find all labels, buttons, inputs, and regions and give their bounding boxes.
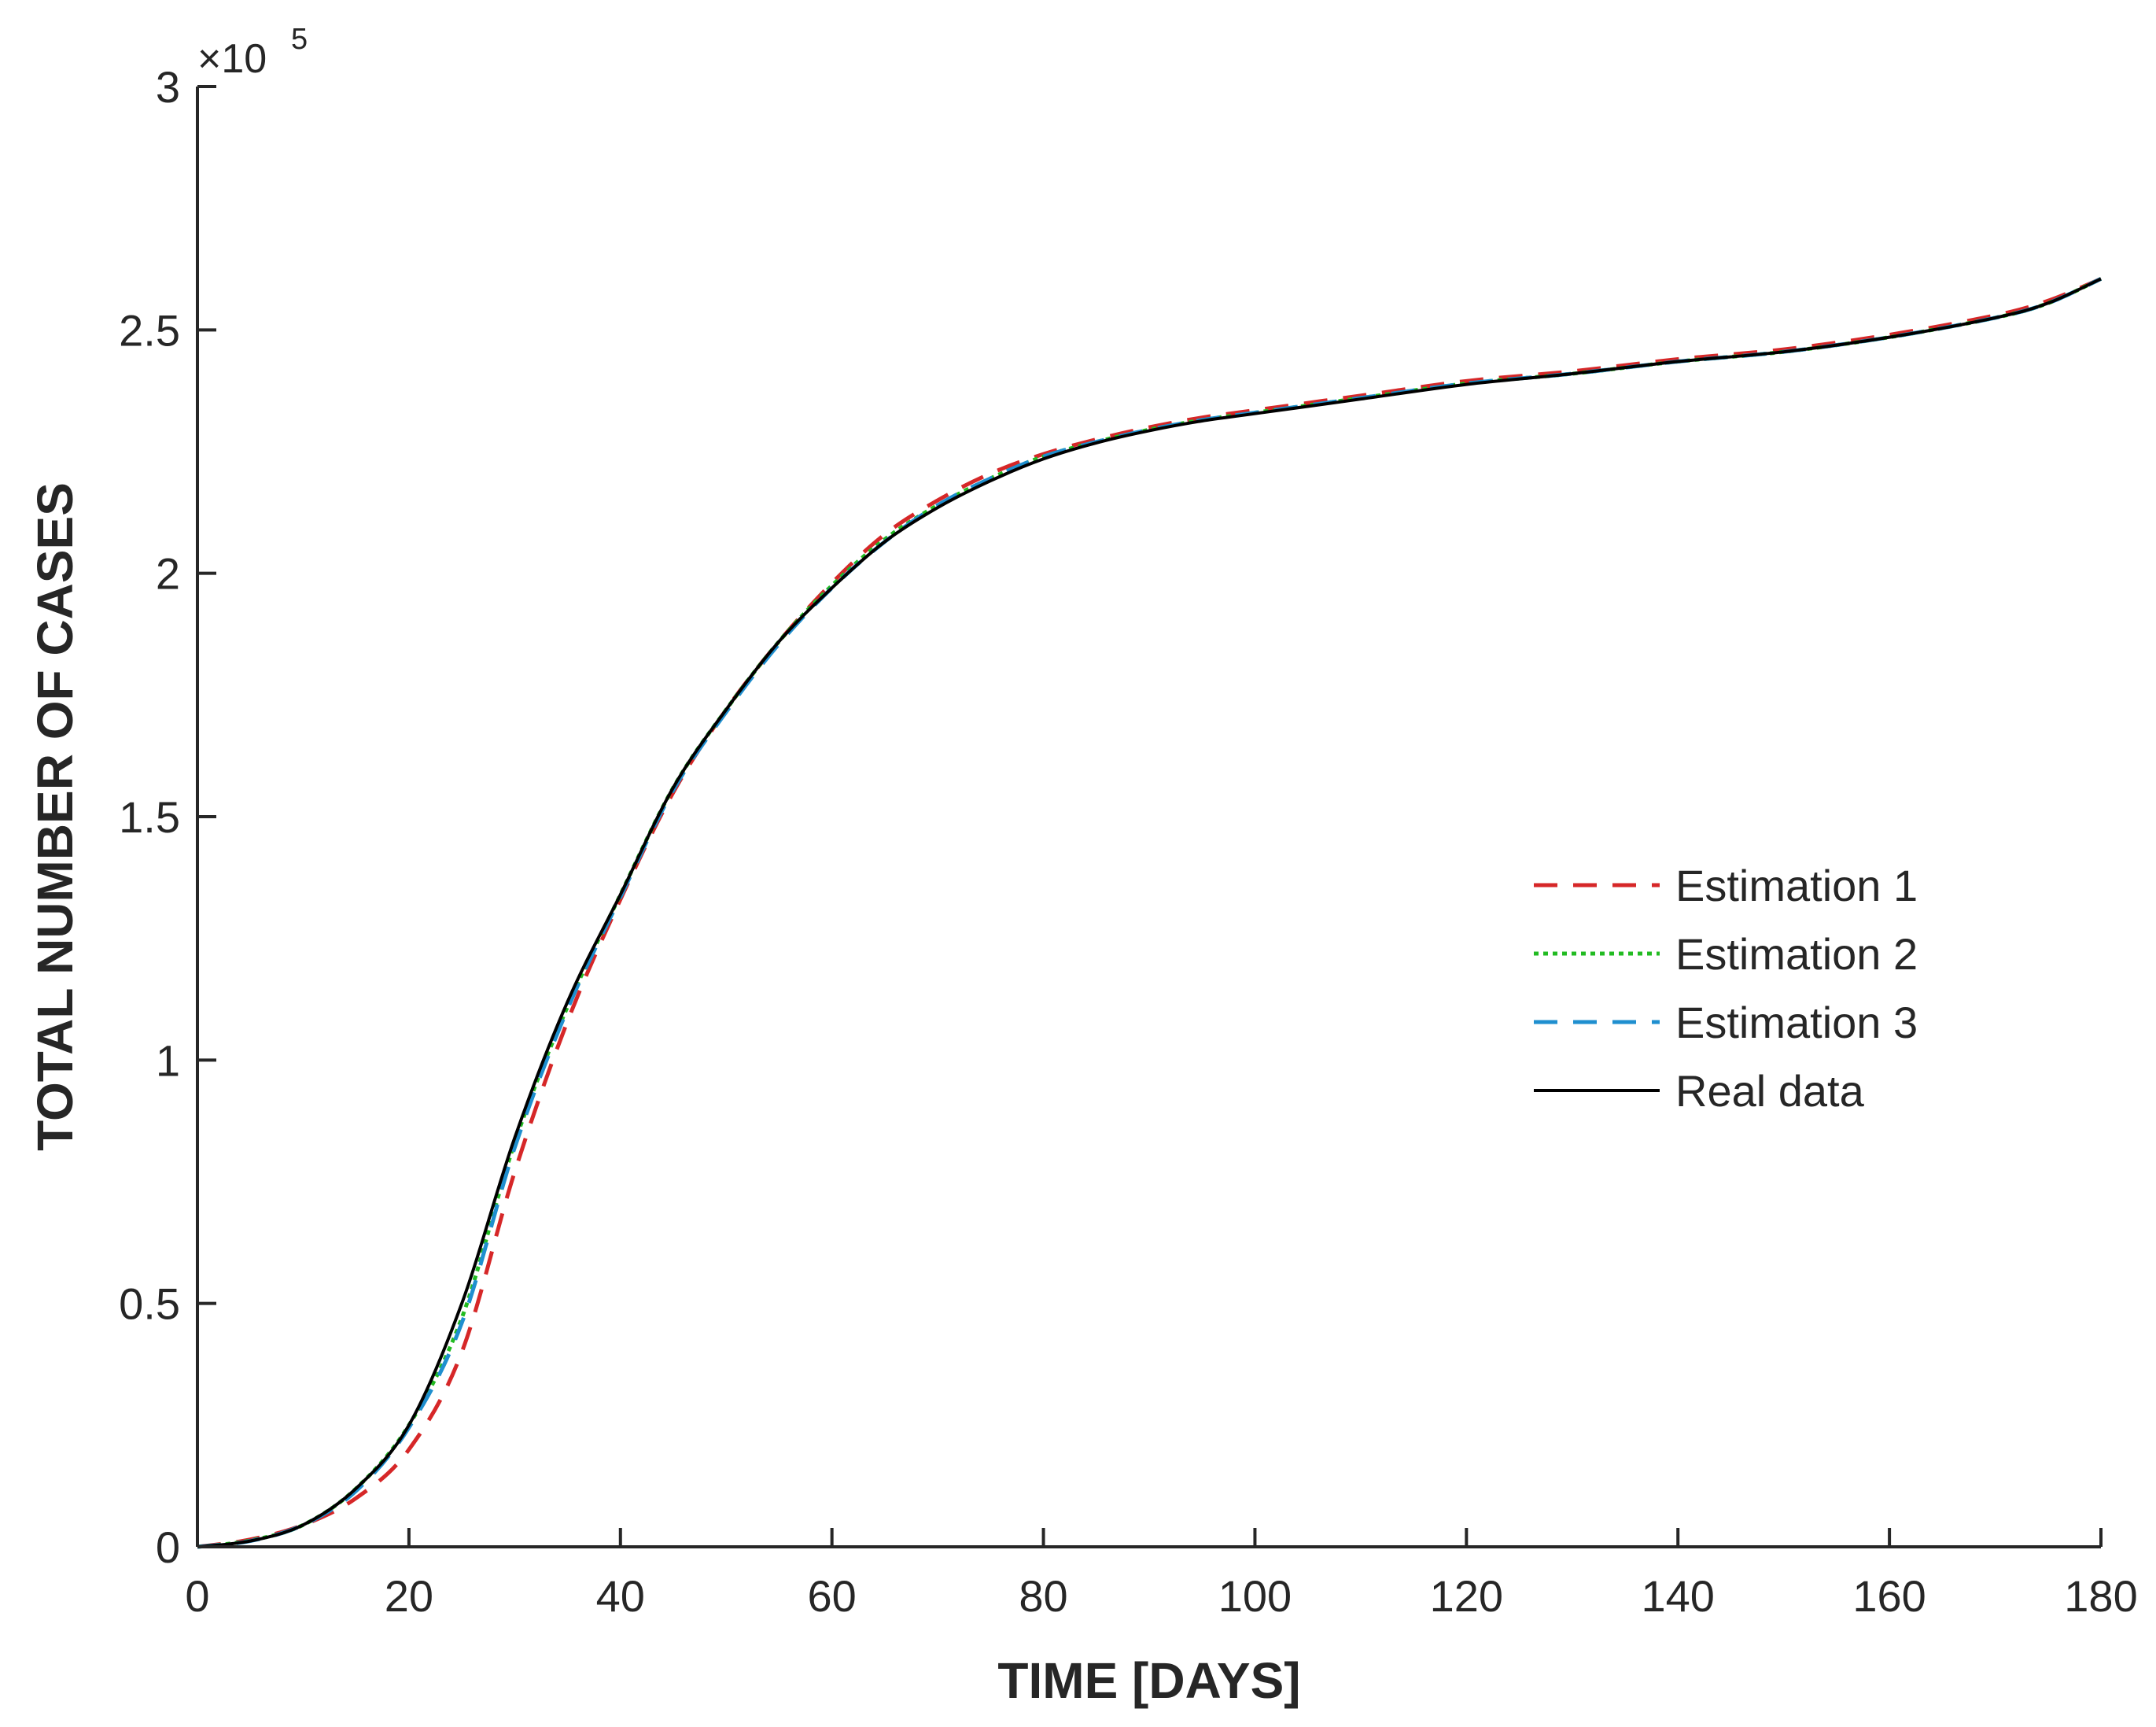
x-tick-label: 100 bbox=[1218, 1571, 1292, 1621]
legend: Estimation 1 Estimation 2 Estimation 3 Real… bbox=[1534, 861, 1918, 1116]
y-multiplier: ×10 5 bbox=[197, 23, 308, 82]
series-line-1 bbox=[197, 277, 2102, 1549]
plot-lines bbox=[197, 277, 2103, 1549]
series-line-4 bbox=[197, 277, 2102, 1548]
legend-label-1: Estimation 1 bbox=[1675, 861, 1918, 910]
x-tick-label: 180 bbox=[2064, 1571, 2137, 1621]
x-tick-label: 80 bbox=[1019, 1571, 1067, 1621]
x-tick-label: 0 bbox=[185, 1571, 209, 1621]
x-tick-label: 120 bbox=[1430, 1571, 1503, 1621]
x-tick-label: 160 bbox=[1852, 1571, 1926, 1621]
y-tick-label: 3 bbox=[156, 62, 180, 112]
x-axis-title: TIME [DAYS] bbox=[997, 1652, 1300, 1709]
x-tick-label: 20 bbox=[385, 1571, 433, 1621]
y-tick-label: 0.5 bbox=[119, 1279, 180, 1329]
legend-label-2: Estimation 2 bbox=[1675, 929, 1918, 979]
y-tick-label: 0 bbox=[156, 1522, 180, 1572]
legend-label-3: Estimation 3 bbox=[1675, 998, 1918, 1047]
legend-label-4: Real data bbox=[1675, 1066, 1865, 1116]
y-tick-label: 2 bbox=[156, 549, 180, 599]
y-multiplier-exponent: 5 bbox=[291, 23, 308, 56]
x-tick-label: 60 bbox=[808, 1571, 857, 1621]
y-tick-label: 1.5 bbox=[119, 792, 180, 842]
y-ticks: 0 0.5 1 1.5 2 2.5 3 bbox=[119, 62, 216, 1572]
y-axis-title: TOTAL NUMBER OF CASES bbox=[27, 482, 83, 1151]
y-tick-label: 2.5 bbox=[119, 305, 180, 355]
x-tick-label: 140 bbox=[1642, 1571, 1715, 1621]
y-tick-label: 1 bbox=[156, 1035, 180, 1085]
x-tick-label: 40 bbox=[596, 1571, 645, 1621]
y-multiplier-base: ×10 bbox=[197, 36, 267, 82]
x-ticks: 0 20 40 60 80 100 120 140 160 180 bbox=[185, 1528, 2138, 1621]
